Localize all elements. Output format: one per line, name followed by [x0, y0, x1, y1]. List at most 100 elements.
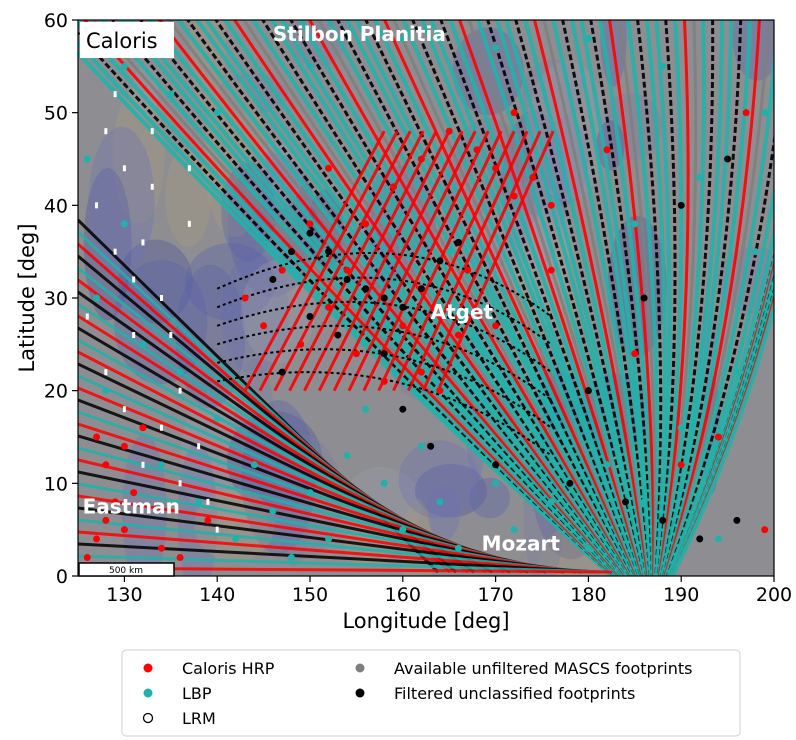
data-point: [510, 526, 518, 534]
data-point: [492, 164, 500, 172]
footprint-track: [407, 130, 529, 392]
data-point: [120, 526, 128, 534]
data-point: [130, 489, 138, 497]
data-point: [122, 165, 126, 172]
data-point: [93, 433, 101, 441]
legend-marker: [355, 663, 365, 673]
data-point: [178, 387, 182, 394]
y-axis-ticks: 0 10 20 30 40 50 60: [44, 10, 78, 588]
data-point: [325, 164, 333, 172]
map-texture-patch: [427, 485, 460, 541]
data-point: [761, 526, 769, 534]
footprint-track: [670, 300, 774, 576]
data-point: [427, 442, 435, 450]
region-tag-box: [80, 22, 174, 58]
data-point: [343, 452, 351, 460]
data-point: [436, 257, 444, 265]
data-point: [445, 248, 453, 256]
legend-entry: LBP: [143, 684, 212, 703]
data-point: [306, 220, 314, 228]
footprint-track: [216, 300, 552, 373]
data-point: [232, 535, 240, 543]
data-point: [176, 553, 184, 561]
data-point: [132, 276, 136, 283]
data-point: [343, 266, 351, 274]
data-point: [158, 544, 166, 552]
footprint-track: [243, 130, 386, 392]
legend-label: Available unfiltered MASCS footprints: [394, 659, 692, 678]
data-point: [714, 433, 722, 441]
footprint-track: [78, 530, 595, 574]
data-point: [492, 44, 500, 52]
data-point: [640, 498, 648, 506]
legend-label: Filtered unclassified footprints: [394, 684, 635, 703]
data-point: [380, 479, 388, 487]
data-point: [631, 350, 639, 358]
data-point: [83, 155, 91, 163]
data-point: [195, 498, 203, 506]
legend-marker: [143, 663, 153, 673]
series-lbp: [83, 35, 769, 561]
data-point: [733, 516, 741, 524]
data-point: [102, 387, 110, 395]
data-point: [187, 220, 191, 227]
x-tick-label: 190: [663, 584, 699, 606]
footprint-track: [317, 130, 451, 392]
data-point: [714, 535, 722, 543]
map-annotation: Stilbon Planitia: [273, 22, 446, 46]
data-point: [102, 461, 110, 469]
footprint-track: [217, 371, 552, 457]
footprint-track: [401, 20, 641, 576]
map-texture-patch: [240, 260, 316, 364]
x-axis-ticks: 130 140 150 160 170 180 190 200: [106, 576, 792, 606]
data-point: [325, 303, 333, 311]
data-point: [102, 516, 110, 524]
data-point: [659, 516, 667, 524]
data-point: [510, 192, 518, 200]
y-tick-label: 20: [44, 381, 68, 403]
data-point: [141, 461, 145, 468]
data-point: [640, 294, 648, 302]
footprint-track: [78, 542, 601, 574]
data-point: [547, 201, 555, 209]
x-tick-label: 180: [570, 584, 606, 606]
data-point: [751, 248, 759, 256]
data-point: [204, 516, 212, 524]
data-point: [334, 331, 342, 339]
x-tick-label: 170: [477, 584, 513, 606]
data-point: [492, 322, 500, 330]
data-point: [399, 35, 407, 43]
footprint-track: [258, 130, 399, 392]
data-point: [733, 368, 741, 376]
data-point: [603, 461, 611, 469]
scale-bar-box: [78, 562, 175, 577]
data-point: [677, 201, 685, 209]
data-point: [380, 350, 388, 358]
footprint-track: [659, 20, 715, 576]
data-point: [742, 109, 750, 117]
series-filtered-unclassified-footprints: [269, 155, 741, 543]
data-point: [492, 479, 500, 487]
data-point: [399, 322, 407, 330]
legend-marker: [142, 712, 154, 724]
data-point: [417, 285, 425, 293]
data-point: [269, 507, 277, 515]
data-point: [399, 405, 407, 413]
region-tag: Caloris: [80, 22, 174, 58]
data-point: [95, 202, 99, 209]
data-point: [325, 535, 333, 543]
data-point: [93, 294, 101, 302]
series-lrm: [85, 91, 219, 533]
data-point: [132, 332, 136, 339]
data-point: [464, 266, 472, 274]
x-tick-label: 200: [756, 584, 792, 606]
footprint-points: [83, 35, 769, 561]
data-point: [659, 62, 667, 70]
data-point: [176, 368, 184, 376]
footprint-track: [579, 20, 654, 576]
data-point: [215, 526, 219, 533]
data-point: [287, 553, 295, 561]
x-axis-label: Longitude [deg]: [342, 609, 509, 633]
data-point: [677, 424, 685, 432]
footprint-track: [273, 130, 412, 392]
